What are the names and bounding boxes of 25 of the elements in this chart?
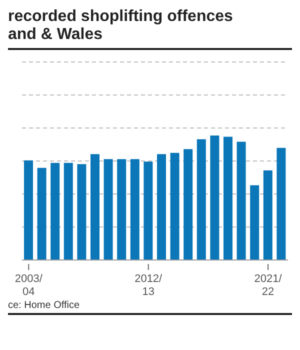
bar — [210, 135, 220, 260]
bar — [263, 170, 272, 260]
chart-title: recorded shoplifting offences and & Wales — [8, 8, 234, 44]
bar — [117, 159, 126, 260]
x-tick-label: 2012/13 — [134, 273, 164, 298]
bar — [37, 168, 46, 260]
bar — [156, 154, 166, 260]
bar — [50, 162, 60, 260]
bar — [77, 164, 86, 260]
bar — [223, 136, 232, 260]
bar — [276, 148, 286, 260]
bar — [236, 142, 246, 260]
bar — [64, 162, 73, 260]
bar — [250, 185, 260, 260]
bar — [170, 152, 180, 260]
bar — [90, 154, 100, 260]
bar — [104, 159, 113, 260]
bar — [184, 149, 193, 260]
bar — [130, 159, 140, 260]
bar — [24, 160, 33, 260]
bar — [144, 162, 153, 260]
x-tick-label: 2003/04 — [14, 273, 44, 298]
x-tick-label: 2021/22 — [254, 273, 283, 298]
bar — [196, 139, 206, 260]
text: ce: Home Office — [8, 300, 292, 315]
